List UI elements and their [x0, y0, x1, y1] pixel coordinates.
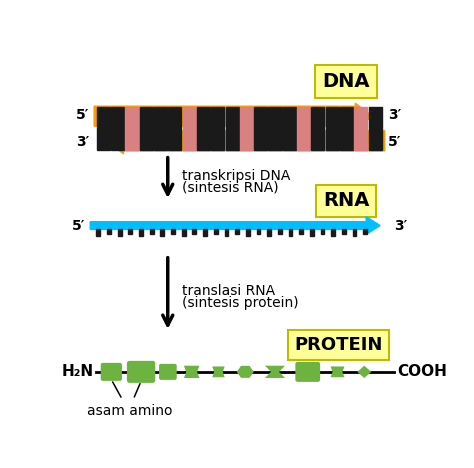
Bar [168, 107, 182, 150]
Polygon shape [212, 366, 225, 377]
Bar [171, 229, 175, 234]
Text: 5′: 5′ [76, 108, 90, 122]
Bar [197, 107, 210, 150]
Bar [128, 229, 132, 234]
Bar [211, 107, 224, 150]
Bar [363, 229, 367, 234]
Bar [354, 107, 367, 150]
Bar [150, 229, 154, 234]
Polygon shape [184, 366, 200, 378]
Bar [246, 229, 250, 236]
FancyBboxPatch shape [295, 362, 320, 382]
Bar [278, 229, 282, 234]
Bar [311, 107, 325, 150]
Polygon shape [357, 366, 371, 378]
Bar [107, 229, 111, 234]
Bar [240, 107, 253, 150]
Bar [297, 107, 310, 150]
Bar [161, 229, 164, 236]
Bar [256, 229, 260, 234]
Bar [340, 107, 353, 150]
Bar [283, 107, 296, 150]
FancyArrow shape [94, 103, 373, 129]
Bar [289, 229, 292, 236]
Bar [331, 229, 335, 236]
Text: PROTEIN: PROTEIN [294, 336, 383, 354]
Bar [203, 229, 207, 236]
Text: 3′: 3′ [394, 219, 407, 233]
Text: (sintesis RNA): (sintesis RNA) [182, 181, 278, 195]
Bar [111, 107, 124, 150]
Text: asam amino: asam amino [87, 404, 173, 418]
Text: 3′: 3′ [388, 108, 401, 122]
Bar [214, 229, 218, 234]
Bar [267, 229, 271, 236]
Text: RNA: RNA [323, 191, 369, 211]
Bar [182, 107, 196, 150]
FancyBboxPatch shape [127, 361, 155, 383]
Bar [254, 107, 267, 150]
Text: transkripsi DNA: transkripsi DNA [182, 168, 290, 183]
Bar [310, 229, 314, 236]
Bar [268, 107, 282, 150]
Text: 3′: 3′ [76, 135, 90, 149]
Bar [235, 229, 239, 234]
Bar [139, 229, 143, 236]
FancyArrow shape [90, 217, 380, 234]
FancyArrow shape [107, 128, 385, 154]
Text: 5′: 5′ [388, 135, 401, 149]
Text: COOH: COOH [397, 365, 447, 380]
Bar [192, 229, 196, 234]
Bar [182, 229, 186, 236]
Bar [320, 229, 324, 234]
Bar [225, 229, 228, 236]
Text: translasi RNA: translasi RNA [182, 284, 275, 298]
Bar [353, 229, 356, 236]
Bar [154, 107, 167, 150]
Bar [97, 107, 110, 150]
Bar [226, 107, 239, 150]
Text: DNA: DNA [322, 72, 370, 91]
Bar [140, 107, 153, 150]
Text: H₂N: H₂N [61, 365, 93, 380]
Bar [118, 229, 122, 236]
FancyBboxPatch shape [159, 364, 177, 380]
Polygon shape [237, 366, 254, 378]
Bar [326, 107, 339, 150]
Text: 5′: 5′ [72, 219, 86, 233]
FancyBboxPatch shape [100, 363, 122, 381]
Bar [126, 107, 138, 150]
Bar [96, 229, 100, 236]
Text: (sintesis protein): (sintesis protein) [182, 296, 298, 310]
Bar [368, 107, 382, 150]
Polygon shape [265, 366, 285, 378]
Bar [342, 229, 346, 234]
Polygon shape [330, 366, 345, 377]
Bar [299, 229, 303, 234]
